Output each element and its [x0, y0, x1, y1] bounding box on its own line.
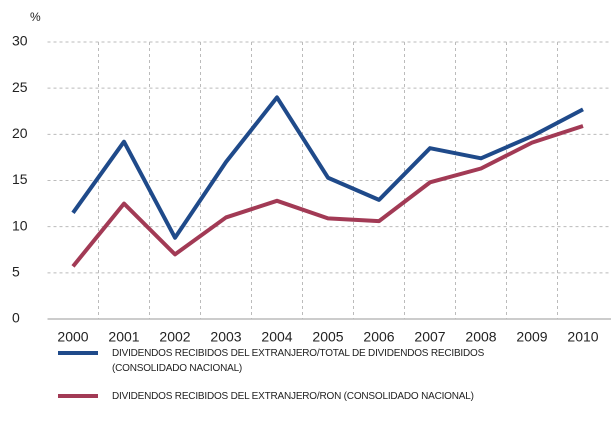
x-tick-label: 2002 — [159, 329, 190, 345]
y-tick-label: 30 — [12, 33, 28, 49]
x-tick-label: 2007 — [414, 329, 445, 345]
y-tick-label: 20 — [12, 125, 28, 141]
x-tick-label: 2009 — [516, 329, 547, 345]
y-tick-label: 0 — [12, 310, 20, 326]
y-tick-label: 5 — [12, 264, 20, 280]
y-tick-label: 25 — [12, 79, 28, 95]
x-tick-label: 2003 — [210, 329, 241, 345]
legend-label: DIVIDENDOS RECIBIDOS DEL EXTRANJERO/TOTA… — [112, 348, 485, 374]
series-line — [71, 124, 584, 268]
x-tick-label: 2001 — [108, 329, 139, 345]
y-tick-label: 15 — [12, 171, 28, 187]
x-tick-label: 2004 — [261, 329, 292, 345]
x-tick-label: 2000 — [57, 329, 88, 345]
y-tick-label: 10 — [12, 217, 28, 233]
y-axis-label: % — [30, 10, 41, 24]
x-tick-label: 2008 — [465, 329, 496, 345]
x-tick-label: 2005 — [312, 329, 343, 345]
series-line — [71, 95, 584, 240]
x-tick-label: 2010 — [567, 329, 598, 345]
legend-label: DIVIDENDOS RECIBIDOS DEL EXTRANJERO/RON … — [112, 391, 474, 402]
x-tick-label: 2006 — [363, 329, 394, 345]
